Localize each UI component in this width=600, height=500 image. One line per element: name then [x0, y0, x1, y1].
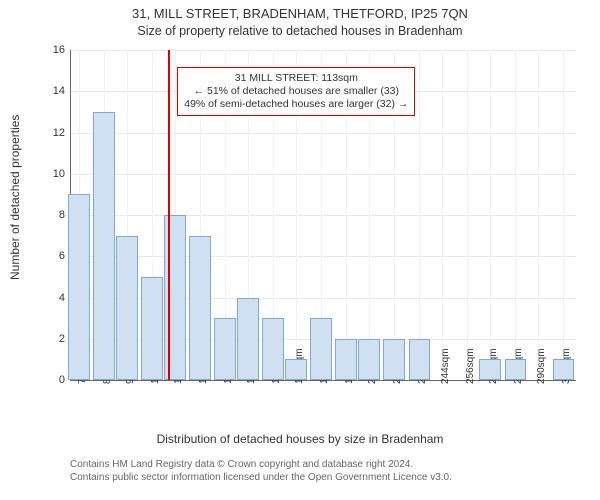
y-tick: 6 — [59, 250, 65, 262]
plot-area: 024681012141670sqm82sqm93sqm105sqm116sqm… — [70, 50, 576, 381]
bar — [116, 236, 138, 380]
bar — [479, 359, 501, 380]
y-tick: 8 — [59, 209, 65, 221]
attribution-line-1: Contains HM Land Registry data © Crown c… — [70, 458, 452, 471]
gridline — [71, 215, 576, 216]
bar — [505, 359, 527, 380]
gridcol — [515, 50, 516, 380]
bar — [553, 359, 575, 380]
gridcol — [467, 50, 468, 380]
y-tick: 4 — [59, 292, 65, 304]
annotation-line-2: ← 51% of detached houses are smaller (33… — [184, 85, 408, 98]
gridcol — [442, 50, 443, 380]
reference-line — [168, 50, 170, 380]
bar — [358, 339, 380, 380]
y-tick: 16 — [53, 44, 65, 56]
bar — [409, 339, 431, 380]
bar — [141, 277, 163, 380]
bar — [93, 112, 115, 380]
bar — [237, 298, 259, 381]
x-axis-label: Distribution of detached houses by size … — [0, 432, 600, 446]
chart-title: 31, MILL STREET, BRADENHAM, THETFORD, IP… — [0, 6, 600, 21]
gridcol — [538, 50, 539, 380]
gridcol — [419, 50, 420, 380]
gridline — [71, 174, 576, 175]
bar — [68, 194, 90, 380]
annotation-line-1: 31 MILL STREET: 113sqm — [184, 72, 408, 85]
bar — [189, 236, 211, 380]
bar — [335, 339, 357, 380]
bar — [285, 359, 307, 380]
y-tick: 2 — [59, 333, 65, 345]
gridline — [71, 50, 576, 51]
y-tick: 0 — [59, 374, 65, 386]
chart-subtitle: Size of property relative to detached ho… — [0, 24, 600, 38]
annotation-box: 31 MILL STREET: 113sqm← 51% of detached … — [177, 67, 415, 116]
bar — [310, 318, 332, 380]
y-tick: 10 — [53, 168, 65, 180]
y-axis-label: Number of detached properties — [8, 115, 22, 280]
gridline — [71, 256, 576, 257]
gridline — [71, 133, 576, 134]
annotation-line-3: 49% of semi-detached houses are larger (… — [184, 98, 408, 111]
gridcol — [490, 50, 491, 380]
attribution: Contains HM Land Registry data © Crown c… — [70, 458, 452, 484]
y-tick: 12 — [53, 127, 65, 139]
bar — [262, 318, 284, 380]
y-tick: 14 — [53, 85, 65, 97]
gridcol — [563, 50, 564, 380]
bar — [383, 339, 405, 380]
bar — [214, 318, 236, 380]
attribution-line-2: Contains public sector information licen… — [70, 471, 452, 484]
